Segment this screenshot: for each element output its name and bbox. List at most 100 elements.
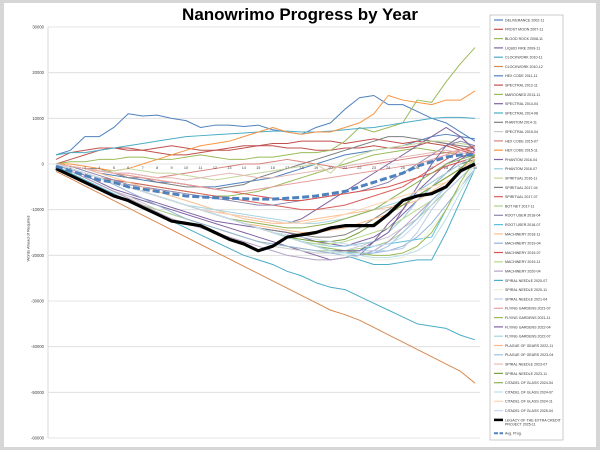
- x-tick-label: 7: [142, 166, 144, 170]
- series-line: [55, 95, 476, 156]
- series-line: [55, 162, 476, 253]
- legend-label: FLYING GARDENS 2021-11: [505, 316, 550, 320]
- y-tick-label: -30000: [31, 299, 45, 304]
- legend-label: PHANTOM 2016-07: [505, 167, 537, 171]
- x-tick-label: 30: [473, 166, 477, 170]
- legend-label: CITADEL OF GLASS 2024-04: [505, 381, 553, 385]
- x-tick-label: 16: [271, 166, 275, 170]
- x-tick-label: 10: [184, 166, 188, 170]
- x-tick-label: 26: [415, 166, 419, 170]
- legend-label: SPIRAL NEEDLE 2020-07: [505, 279, 547, 283]
- x-tick-label: 18: [300, 166, 304, 170]
- legend-label: SPECTRAL 2014-08: [505, 111, 538, 115]
- x-tick-label: 19: [314, 166, 318, 170]
- legend-label: BOT NET 2017-11: [505, 204, 534, 208]
- legend-box: [489, 14, 564, 441]
- legend-label: FROST MOON 2007-11: [505, 28, 543, 32]
- y-tick-label: -60000: [31, 436, 45, 441]
- series-line: [55, 140, 476, 181]
- series-line: [55, 138, 476, 165]
- x-tick-label: 28: [444, 166, 448, 170]
- legend-label: LIQUID FIRE 2009-11: [505, 46, 540, 50]
- legend-label: MACHINERY 2019-04: [505, 242, 541, 246]
- legend-label: PHANTOM 2014-11: [505, 121, 537, 125]
- x-tick-label: 9: [171, 166, 173, 170]
- legend-label: CITADEL OF GLASS 2024-07: [505, 390, 553, 394]
- gridlines: [47, 26, 480, 439]
- legend-label: SPIRITUAL 2017-04: [505, 186, 538, 190]
- legend-label: DELIVERANCE 2002-11: [505, 18, 544, 22]
- legend-label: SPIRAL NEEDLE 2021-04: [505, 297, 547, 301]
- legend-label: MACHINERY 2020-04: [505, 270, 541, 274]
- legend-label: FLYING GARDENS 2022-07: [505, 335, 551, 339]
- series-line: [55, 116, 476, 156]
- legend-label: FLYING GARDENS 2022-04: [505, 325, 551, 329]
- x-tick-label: 1: [55, 166, 57, 170]
- x-tick-label: 13: [227, 166, 231, 170]
- x-tick-label: 22: [357, 166, 361, 170]
- legend-label: MACHINERY 2018-11: [505, 232, 540, 236]
- x-tick-label: 29: [458, 166, 462, 170]
- legend-label: CITADEL OF GLASS 2024-11: [505, 400, 553, 404]
- y-tick-labels: 30000 20000 10000 0 -10000 -20000 -30000 -40000…: [31, 25, 45, 441]
- legend-label: HEX CODE 2011-11: [505, 74, 537, 78]
- legend-label: PLAGUE OF GEARS 2023-04: [505, 353, 553, 357]
- legend-label: SPIRITUAL 2016-11: [505, 177, 537, 181]
- x-tick-label: 8: [156, 166, 158, 170]
- legend-label: MACHINERY 2019-11: [505, 260, 540, 264]
- x-tick-label: 5: [113, 166, 115, 170]
- legend-label: CLOCKWORK 2010-12: [505, 65, 543, 69]
- series-line: [55, 136, 476, 190]
- legend-label: Avg. Prog.: [505, 432, 522, 436]
- x-tick-label: 12: [213, 166, 217, 170]
- legend-label: SPECTRAL 2012-11: [505, 84, 538, 88]
- legend-label: SPIRAL NEEDLE 2023-11: [505, 372, 547, 376]
- legend-label: MAROONED 2013-11: [505, 93, 540, 97]
- x-tick-label: 20: [328, 166, 332, 170]
- series-line: [55, 149, 476, 181]
- series-line: [55, 47, 476, 165]
- x-tick-label: 6: [127, 166, 129, 170]
- y-tick-label: -10000: [31, 207, 45, 212]
- legend-label: SPIRAL NEEDLE 2020-11: [505, 288, 547, 292]
- legend-label: FLYING GARDENS 2021-07: [505, 307, 551, 311]
- y-tick-label: 0: [42, 162, 45, 167]
- x-tick-label: 15: [256, 166, 260, 170]
- legend: DELIVERANCE 2002-11 FROST MOON 2007-11 BLO…: [489, 14, 564, 441]
- legend-label: LEGACY OF THE EXTRA CREDIT PROJECT 2025-1…: [505, 418, 562, 426]
- legend-label: SPECTRAL 2014-04: [505, 102, 538, 106]
- x-tick-labels: 1 2 3 4 5 6 7 8 9 10 11 12 13 14 15 16 17 18 19 20 21 22 23 24 2…: [55, 166, 477, 170]
- series-line: [55, 163, 476, 254]
- x-tick-label: 14: [242, 166, 246, 170]
- legend-label: MACHINERY 2019-07: [505, 251, 541, 255]
- y-tick-label: -20000: [31, 253, 45, 258]
- x-tick-label: 27: [430, 166, 434, 170]
- x-tick-label: 23: [372, 166, 376, 170]
- legend-label: PLAGUE OF GEARS 2022-11: [505, 344, 553, 348]
- x-tick-label: 21: [343, 166, 347, 170]
- series-line: [55, 165, 476, 341]
- x-tick-label: 11: [199, 166, 203, 170]
- x-tick-label: 17: [285, 166, 289, 170]
- x-tick-label: 4: [98, 166, 100, 170]
- y-tick-label: 30000: [32, 25, 44, 30]
- series-line: [55, 153, 475, 201]
- x-tick-label: 24: [386, 166, 390, 170]
- y-axis-label: Words Ahead of Required: [25, 215, 31, 262]
- x-tick-label: 2: [69, 166, 71, 170]
- legend-label: SPIRITUAL 2017-07: [505, 195, 538, 199]
- series-line: [55, 154, 476, 229]
- legend-label: CLOCKWORK 2010-11: [505, 56, 542, 60]
- y-tick-label: -50000: [31, 390, 45, 395]
- legend-label: HEX CODE 2015-11: [505, 149, 538, 153]
- series-line: [55, 149, 476, 192]
- legend-label: ROOT USER 2018-04: [505, 214, 541, 218]
- series-lines: [55, 47, 476, 384]
- series-line: [55, 163, 476, 224]
- chart-title: Nanowrimo Progress by Year: [182, 5, 418, 24]
- legend-label: SPIRAL NEEDLE 2023-07: [505, 363, 547, 367]
- x-tick-label: 3: [84, 166, 86, 170]
- legend-label: PHANTOM 2016-04: [505, 158, 537, 162]
- legend-label: ROOT USER 2018-07: [505, 223, 541, 227]
